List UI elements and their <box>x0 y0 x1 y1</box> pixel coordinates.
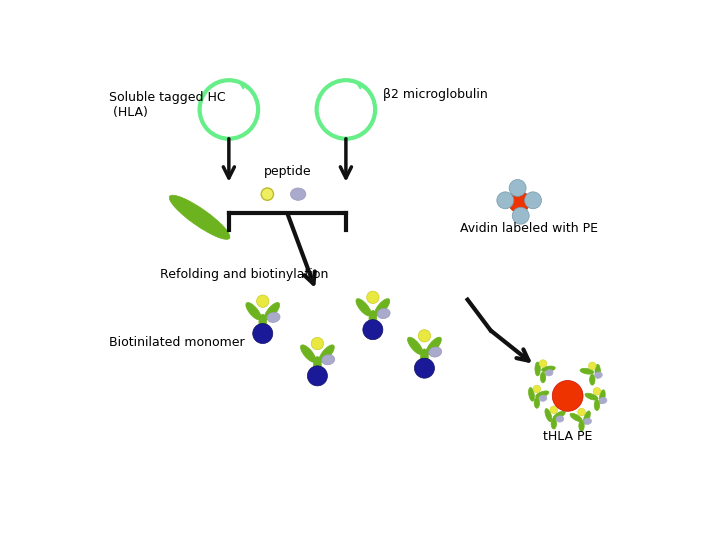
Circle shape <box>539 360 547 367</box>
Ellipse shape <box>553 411 565 420</box>
Ellipse shape <box>246 302 261 320</box>
Circle shape <box>415 358 434 378</box>
Ellipse shape <box>551 418 557 429</box>
Circle shape <box>525 192 541 209</box>
Ellipse shape <box>426 337 441 355</box>
Ellipse shape <box>300 345 316 362</box>
Circle shape <box>588 362 596 370</box>
Circle shape <box>363 320 383 340</box>
Circle shape <box>508 191 530 213</box>
Ellipse shape <box>319 345 334 362</box>
Ellipse shape <box>595 364 600 378</box>
Circle shape <box>593 387 600 395</box>
Ellipse shape <box>267 312 280 322</box>
Ellipse shape <box>545 370 553 376</box>
Text: Soluble tagged HC
 (HLA): Soluble tagged HC (HLA) <box>109 91 225 119</box>
Ellipse shape <box>356 299 372 316</box>
Ellipse shape <box>420 349 428 366</box>
Circle shape <box>261 188 274 200</box>
Circle shape <box>311 338 323 350</box>
Ellipse shape <box>599 397 607 403</box>
Ellipse shape <box>556 416 564 422</box>
Circle shape <box>552 381 583 411</box>
Circle shape <box>256 295 269 307</box>
Circle shape <box>366 291 379 303</box>
Ellipse shape <box>594 400 600 410</box>
Circle shape <box>509 179 526 197</box>
Ellipse shape <box>428 347 442 357</box>
Ellipse shape <box>535 362 540 376</box>
Ellipse shape <box>259 314 266 331</box>
Ellipse shape <box>314 356 321 374</box>
Ellipse shape <box>583 411 590 424</box>
Ellipse shape <box>545 409 552 422</box>
Ellipse shape <box>536 391 549 398</box>
Ellipse shape <box>580 368 594 374</box>
Text: Refolding and biotinylation: Refolding and biotinylation <box>160 268 328 281</box>
Ellipse shape <box>540 372 546 383</box>
Ellipse shape <box>584 418 592 424</box>
Ellipse shape <box>264 302 279 320</box>
Circle shape <box>497 192 514 209</box>
Ellipse shape <box>528 388 534 401</box>
Ellipse shape <box>322 355 335 365</box>
Circle shape <box>577 408 585 416</box>
Ellipse shape <box>539 395 547 401</box>
Ellipse shape <box>541 366 555 372</box>
Circle shape <box>253 323 273 343</box>
Text: tHLA PE: tHLA PE <box>543 430 593 443</box>
Ellipse shape <box>290 188 306 200</box>
Circle shape <box>307 366 328 386</box>
Ellipse shape <box>534 397 539 408</box>
Circle shape <box>533 385 541 393</box>
Text: Avidin labeled with PE: Avidin labeled with PE <box>460 222 598 235</box>
Ellipse shape <box>570 413 582 422</box>
Circle shape <box>418 330 431 342</box>
Ellipse shape <box>590 374 595 385</box>
Ellipse shape <box>579 421 584 431</box>
Ellipse shape <box>585 393 598 400</box>
Ellipse shape <box>408 337 423 355</box>
Text: β2 microglobulin: β2 microglobulin <box>383 87 487 100</box>
Text: Biotinilated monomer: Biotinilated monomer <box>109 335 244 348</box>
Circle shape <box>550 406 558 414</box>
Ellipse shape <box>374 299 390 316</box>
Ellipse shape <box>595 372 603 378</box>
Circle shape <box>512 207 529 224</box>
Text: peptide: peptide <box>264 165 311 178</box>
Ellipse shape <box>369 310 377 327</box>
Ellipse shape <box>169 195 230 239</box>
Ellipse shape <box>377 308 390 319</box>
Ellipse shape <box>599 390 606 403</box>
